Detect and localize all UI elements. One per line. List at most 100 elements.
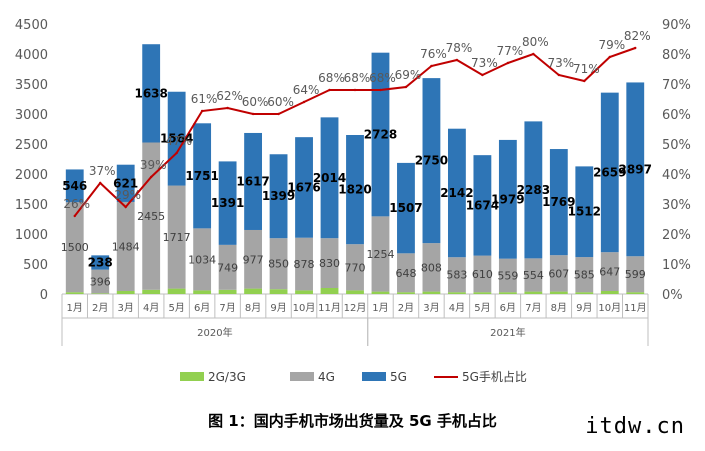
line-point xyxy=(99,181,102,185)
bar-4g xyxy=(346,244,364,291)
y-right-tick-label: 30% xyxy=(662,198,691,213)
y-right-tick-label: 20% xyxy=(662,228,691,243)
bar-2g-3g xyxy=(167,288,186,294)
label-5g-value: 1507 xyxy=(389,201,422,215)
label-4g-value: 396 xyxy=(90,276,111,289)
label-5g-share: 37% xyxy=(89,164,116,178)
bar-5g xyxy=(600,92,619,253)
y-left-tick-label: 1000 xyxy=(15,228,48,243)
line-point xyxy=(430,64,433,68)
y-right-tick-label: 90% xyxy=(662,18,691,33)
x-category-label: 5月 xyxy=(474,302,490,314)
bar-4g xyxy=(371,216,390,292)
bar-2g-3g xyxy=(473,292,492,294)
label-5g-value: 1820 xyxy=(338,183,371,197)
x-group-label: 2020年 xyxy=(197,326,232,339)
bar-4g xyxy=(549,255,568,292)
label-5g-value: 2750 xyxy=(415,154,448,168)
label-5g-value: 2014 xyxy=(313,171,346,185)
y-left-tick-label: 0 xyxy=(40,288,48,303)
line-point xyxy=(481,73,484,77)
label-5g-share: 26% xyxy=(63,197,90,211)
figure-caption: 图 1：国内手机市场出货量及 5G 手机占比 xyxy=(208,412,497,430)
bar-5g xyxy=(549,149,568,256)
line-point xyxy=(634,46,637,50)
bar-5g xyxy=(116,164,135,202)
label-5g-share: 64% xyxy=(293,83,320,97)
bar-2g-3g xyxy=(116,291,135,294)
y-left-tick-label: 3500 xyxy=(15,78,48,93)
legend-label: 2G/3G xyxy=(208,370,246,384)
label-4g-value: 1717 xyxy=(163,231,191,244)
legend-swatch xyxy=(290,372,314,381)
bar-2g-3g xyxy=(371,291,390,294)
legend: 2G/3G 4G 5G 5G手机占比 xyxy=(180,369,527,384)
line-point xyxy=(583,79,586,83)
bar-5g xyxy=(218,161,237,245)
bar-5g xyxy=(244,132,263,230)
y-right-tick-label: 50% xyxy=(662,138,691,153)
label-5g-value: 1676 xyxy=(287,180,320,194)
label-4g-value: 850 xyxy=(268,258,289,271)
bar-4g xyxy=(524,258,543,292)
label-5g-value: 1751 xyxy=(185,169,218,183)
bar-2g-3g xyxy=(320,288,339,294)
x-category-label: 1月 xyxy=(67,302,83,314)
bar-layer xyxy=(65,44,645,294)
bar-5g xyxy=(575,166,594,258)
bar-2g-3g xyxy=(91,293,110,294)
line-layer xyxy=(73,46,637,218)
label-5g-value: 1769 xyxy=(542,195,575,209)
label-5g-value: 1638 xyxy=(134,86,167,100)
line-point xyxy=(328,88,331,92)
bar-4g xyxy=(244,229,263,289)
label-5g-value: 1512 xyxy=(568,205,601,219)
label-4g-value: 808 xyxy=(421,261,442,274)
bar-2g-3g xyxy=(295,290,313,294)
line-point xyxy=(353,88,357,92)
bar-2g-3g xyxy=(346,290,364,294)
x-category-label: 2月 xyxy=(398,302,414,314)
x-category-label: 10月 xyxy=(598,302,621,314)
bar-2g-3g xyxy=(575,292,594,294)
bar-5g xyxy=(371,52,390,217)
label-5g-share: 80% xyxy=(522,35,549,49)
label-4g-value: 770 xyxy=(345,261,366,274)
bar-4g xyxy=(116,201,135,291)
line-point xyxy=(506,61,510,65)
bar-2g-3g xyxy=(142,289,161,294)
line-point xyxy=(608,55,611,59)
x-category-label: 11月 xyxy=(624,302,647,314)
line-point xyxy=(124,205,127,209)
label-5g-share: 77% xyxy=(497,44,524,58)
label-4g-value: 1500 xyxy=(61,241,89,254)
label-4g-value: 559 xyxy=(497,269,518,282)
x-category-label: 7月 xyxy=(525,302,541,314)
label-5g-value: 1391 xyxy=(211,196,244,210)
bar-2g-3g xyxy=(626,292,645,294)
label-4g-value: 599 xyxy=(625,268,646,281)
label-5g-share: 68% xyxy=(318,71,345,85)
bar-4g xyxy=(600,252,619,291)
y-right-tick-label: 60% xyxy=(662,108,691,123)
bar-4g xyxy=(269,238,288,290)
label-4g-value: 648 xyxy=(395,267,416,280)
x-category-label: 6月 xyxy=(500,302,516,314)
y-left-tick-label: 500 xyxy=(23,258,48,273)
bar-2g-3g xyxy=(65,292,84,294)
label-4g-value: 830 xyxy=(319,257,340,270)
bar-4g xyxy=(575,257,594,293)
bar-5g xyxy=(422,78,441,244)
x-category-label: 9月 xyxy=(576,302,592,314)
chart-frame: 0 500 1000 1500 2000 2500 3000 3500 4000 4500 0% 10… xyxy=(15,18,691,384)
line-point xyxy=(277,112,280,116)
x-category-label: 7月 xyxy=(219,302,235,314)
bar-5g xyxy=(142,44,161,143)
label-5g-value: 238 xyxy=(88,256,113,270)
bar-2g-3g xyxy=(549,291,568,294)
bar-4g xyxy=(218,244,237,290)
line-point xyxy=(455,58,459,62)
label-5g-share: 47% xyxy=(165,134,192,148)
label-5g-value: 621 xyxy=(113,176,138,190)
label-4g-value: 977 xyxy=(243,253,264,266)
